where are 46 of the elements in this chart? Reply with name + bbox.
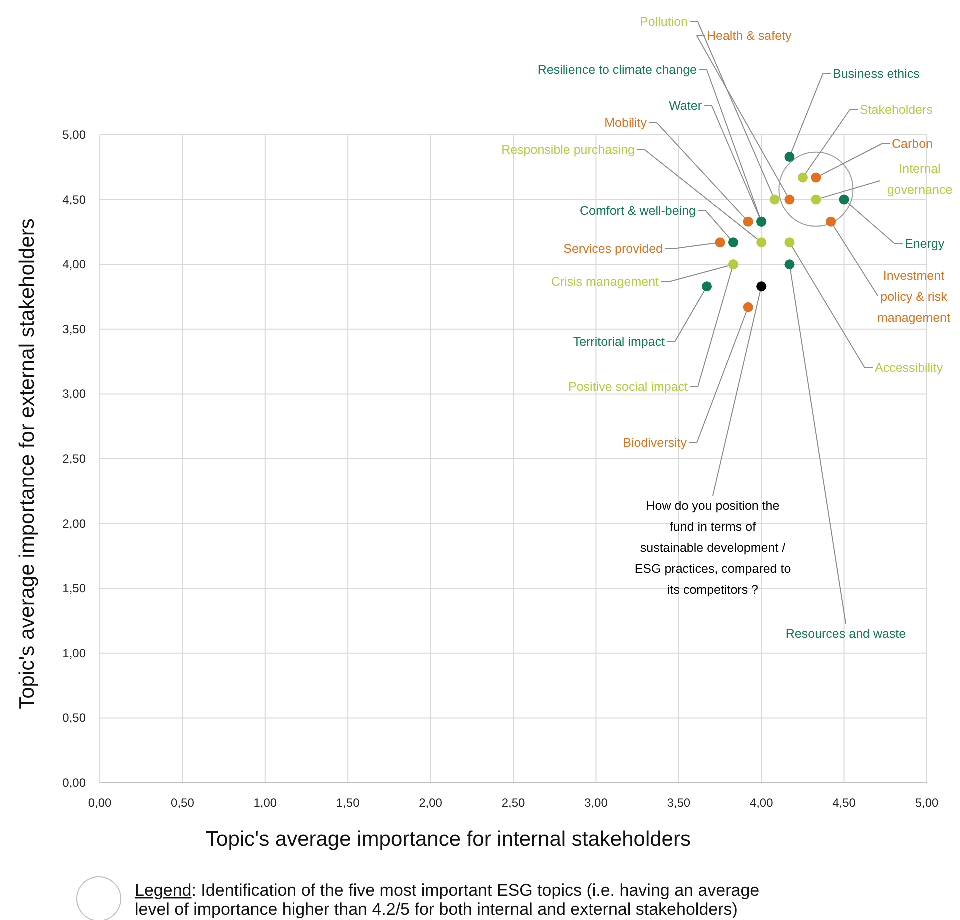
annotation: Crisis management <box>551 275 660 289</box>
annotation: Biodiversity <box>623 436 688 450</box>
x-tick-label: 1,00 <box>254 796 278 810</box>
y-tick-label: 3,50 <box>62 322 86 336</box>
y-tick-label: 0,50 <box>62 711 86 726</box>
annotation: Resources and waste <box>786 627 906 641</box>
y-tick-label: 2,50 <box>62 452 86 466</box>
y-tick-label: 4,50 <box>62 192 86 207</box>
text: Legend: Identification of the five most important ESG topics (i.e. having an average level of importance higher than 4.2/5 for both internal and external stakeholders) <box>135 881 760 919</box>
y-axis-title: Topic's average importance for external stakeholders <box>16 218 39 710</box>
annotation: Stakeholders <box>860 103 933 117</box>
annotation: Services provided <box>564 242 664 256</box>
annotation: Internal governance <box>887 162 953 197</box>
y-tick-label: 0,00 <box>62 776 86 790</box>
annotation: Responsible purchasing <box>502 143 636 157</box>
annotation: Mobility <box>604 116 648 130</box>
annotation: Resilience to climate change <box>538 63 698 77</box>
x-tick-label: 1,50 <box>336 796 360 810</box>
annotation: Positive social impact <box>568 380 689 394</box>
x-tick-label: 5,00 <box>915 796 939 810</box>
y-tick-label: 2,00 <box>62 516 86 531</box>
annotation: Accessibility <box>875 361 944 375</box>
x-tick-label: 2,00 <box>419 796 443 810</box>
y-tick-label: 1,50 <box>62 582 86 596</box>
annotation: Energy <box>905 237 946 251</box>
annotation: How do you position the fund in terms of sustainable development / ESG practices, compared to its competitors ? <box>634 499 792 597</box>
x-tick-label: 0,50 <box>171 796 195 810</box>
x-tick-label: 0,00 <box>88 796 112 810</box>
annotation: Carbon <box>892 137 934 151</box>
annotation: Comfort & well-being <box>580 204 696 218</box>
y-tick-label: 3,00 <box>62 387 86 402</box>
x-tick-label: 2,50 <box>502 796 526 810</box>
y-tick-label: 4,00 <box>62 258 86 272</box>
annotation: Territorial impact <box>573 335 666 349</box>
annotation: Pollution <box>640 15 688 29</box>
x-tick-label: 3,50 <box>667 796 691 810</box>
x-tick-label: 3,00 <box>584 796 608 810</box>
annotation: Investment policy & risk management <box>878 269 952 325</box>
y-tick-label: 1,00 <box>62 646 86 660</box>
x-tick-label: 4,50 <box>832 796 856 810</box>
y-tick-label: 5,00 <box>62 128 86 142</box>
annotation: Business ethics <box>833 67 920 81</box>
x-axis-title: Topic's average importance for internal stakeholders <box>206 828 691 851</box>
annotation: Health & safety <box>707 29 793 43</box>
annotation: Water <box>669 99 702 113</box>
x-tick-label: 4,00 <box>750 796 774 810</box>
